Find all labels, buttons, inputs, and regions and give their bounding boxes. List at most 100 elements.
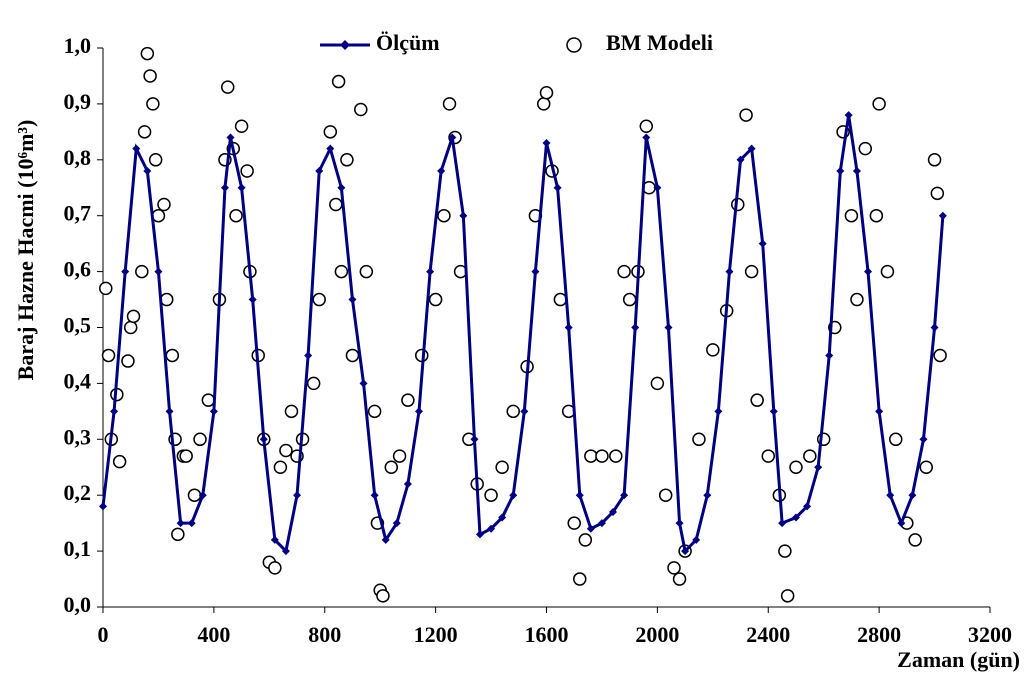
model-point	[273, 460, 288, 474]
model-point	[872, 97, 886, 111]
measured-marker	[237, 183, 246, 192]
measured-marker	[938, 211, 947, 220]
x-tick-label: 1200	[414, 622, 458, 647]
model-point	[672, 572, 687, 586]
model-point	[744, 264, 759, 279]
measured-marker	[121, 267, 130, 276]
model-point	[112, 454, 127, 469]
measured-marker	[778, 519, 787, 528]
measured-marker	[814, 463, 823, 472]
model-point	[148, 153, 163, 167]
y-axis-label: Baraj Hazne Hacmi (10⁶m³)	[13, 120, 38, 381]
measured-marker	[747, 144, 756, 153]
y-tick-label: 0,8	[64, 145, 92, 170]
model-point	[367, 404, 382, 419]
model-point	[650, 376, 665, 391]
model-point	[187, 488, 202, 502]
measured-marker	[531, 267, 540, 276]
measured-marker	[553, 183, 562, 192]
measured-marker	[836, 166, 845, 175]
model-point	[484, 488, 498, 502]
model-point	[123, 320, 138, 335]
model-point	[323, 125, 338, 139]
model-point	[584, 449, 598, 463]
y-tick-label: 0,4	[64, 368, 92, 393]
measured-marker	[437, 166, 446, 175]
model-point	[908, 533, 922, 547]
model-point	[329, 197, 343, 212]
y-tick-label: 0,0	[64, 592, 92, 617]
model-point	[739, 108, 753, 122]
model-point	[930, 186, 945, 201]
model-point	[927, 153, 942, 167]
measured-marker	[370, 491, 379, 500]
x-axis-label: Zaman (gün)	[897, 647, 1020, 672]
model-point	[778, 544, 792, 558]
measured-marker	[470, 435, 479, 444]
measured-marker	[653, 183, 662, 192]
measured-marker	[930, 323, 939, 332]
measured-marker	[886, 491, 895, 500]
measured-marker	[154, 267, 163, 276]
model-point	[880, 264, 895, 279]
model-point	[392, 449, 407, 463]
measured-marker	[609, 507, 618, 516]
measured-marker	[897, 519, 906, 528]
model-point	[331, 74, 346, 89]
measured-marker	[198, 491, 207, 500]
model-point	[667, 561, 681, 575]
measured-marker	[176, 519, 185, 528]
measured-line	[101, 114, 945, 555]
legend-marker	[566, 37, 582, 53]
measured-marker	[209, 407, 218, 416]
measured-marker	[475, 530, 484, 539]
y-tick-label: 0,3	[64, 424, 92, 449]
model-point	[143, 69, 157, 83]
x-tick-label: 800	[308, 622, 341, 647]
model-point	[99, 281, 113, 296]
model-point	[140, 46, 155, 61]
measured-marker	[758, 239, 767, 248]
measured-marker	[875, 407, 884, 416]
model-point	[193, 432, 207, 447]
x-tick-label: 2000	[635, 622, 679, 647]
measured-marker	[498, 513, 507, 522]
model-point	[803, 449, 817, 463]
model-point	[761, 449, 775, 463]
measured-marker	[864, 267, 873, 276]
measured-marker	[426, 267, 435, 276]
measured-marker	[586, 524, 595, 533]
model-point	[268, 561, 282, 575]
measured-marker	[414, 407, 423, 416]
y-tick-label: 0,9	[64, 89, 92, 114]
model-point	[334, 264, 349, 279]
measured-marker	[725, 267, 734, 276]
model-point	[157, 197, 171, 212]
y-tick-label: 0,5	[64, 313, 92, 338]
y-tick-label: 0,6	[64, 257, 92, 282]
measured-marker	[620, 491, 629, 500]
y-tick-label: 0,7	[64, 201, 92, 226]
measured-marker	[852, 166, 861, 175]
model-point	[376, 589, 390, 603]
measured-marker	[520, 407, 529, 416]
model-point	[428, 292, 443, 307]
measured-marker	[642, 133, 651, 142]
model-point	[160, 292, 174, 307]
measured-marker	[448, 133, 457, 142]
model-point	[437, 208, 451, 223]
model-point	[442, 97, 457, 111]
model-point	[692, 432, 706, 447]
measured-marker	[908, 491, 917, 500]
model-point	[869, 208, 884, 223]
measured-marker	[919, 435, 928, 444]
model-point	[284, 404, 299, 419]
model-point	[789, 460, 803, 474]
model-point	[101, 348, 116, 363]
model-point	[850, 292, 864, 307]
model-point	[137, 125, 152, 139]
legend-label: BM Modeli	[606, 30, 713, 55]
model-point	[617, 264, 631, 279]
model-point	[354, 102, 368, 117]
